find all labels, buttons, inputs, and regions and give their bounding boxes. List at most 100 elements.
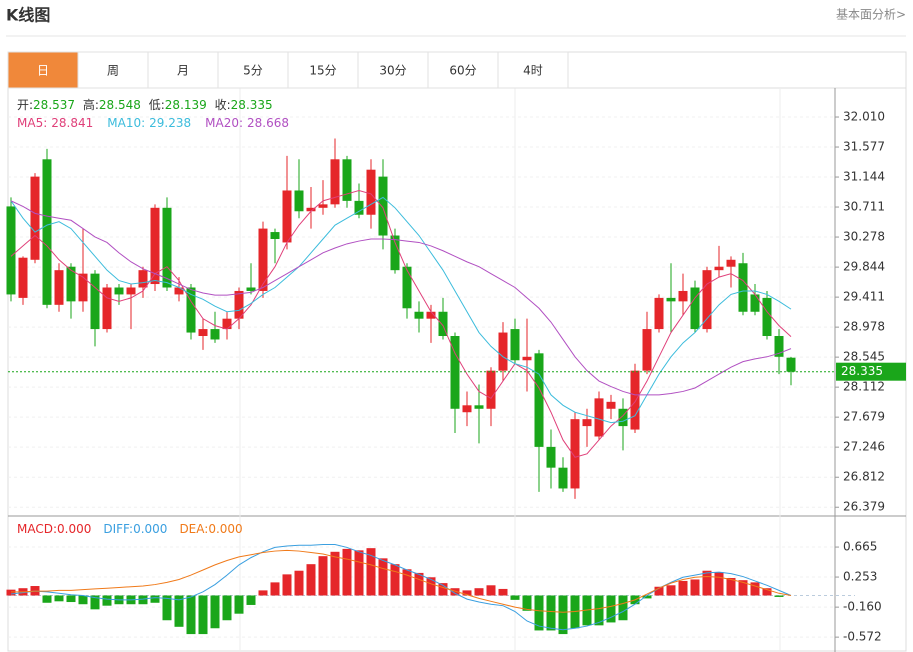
macd-bar	[594, 595, 604, 626]
macd-bar	[750, 582, 760, 596]
tab-label[interactable]: 5分	[243, 64, 263, 78]
fundamental-link[interactable]: 基本面分析>	[836, 8, 906, 22]
macd-bar	[246, 595, 256, 605]
y-tick-label: 26.379	[843, 500, 885, 514]
macd-bar	[366, 548, 376, 596]
macd-bar	[294, 570, 304, 596]
macd-bar	[186, 595, 196, 635]
macd-legend-value: 0.000	[133, 522, 167, 536]
candle-body	[522, 356, 532, 361]
candle-body	[222, 318, 232, 330]
y-tick-label: 29.844	[843, 260, 885, 274]
y-tick-label: 28.545	[843, 350, 885, 364]
candle-body	[282, 190, 292, 243]
macd-bar	[462, 590, 472, 596]
macd-bar	[174, 595, 184, 627]
candle-body	[702, 270, 712, 330]
tab-label[interactable]: 15分	[309, 64, 336, 78]
candle-body	[762, 297, 772, 337]
macd-bar	[654, 586, 664, 596]
tab-label[interactable]: 日	[37, 64, 49, 78]
candle-body	[126, 287, 136, 295]
macd-bar	[162, 595, 172, 621]
candle-body	[174, 287, 184, 295]
candle-body	[786, 357, 796, 372]
candle-body	[186, 287, 196, 333]
candle-body	[714, 266, 724, 271]
candle-body	[318, 204, 328, 208]
macd-bar	[282, 574, 292, 596]
ma-legend: MA5: 28.841 MA10: 29.238 MA20: 28.668	[17, 116, 289, 130]
y-tick-label: 27.679	[843, 410, 885, 424]
y-tick-label: 0.665	[843, 540, 877, 554]
candle-body	[234, 290, 244, 319]
y-tick-label: 31.144	[843, 170, 885, 184]
candle-body	[426, 311, 436, 319]
tab[interactable]	[77, 51, 149, 89]
tab-label[interactable]: 60分	[449, 64, 476, 78]
tab-label[interactable]: 4时	[523, 64, 543, 78]
tab[interactable]	[497, 51, 569, 89]
macd-bar	[774, 595, 784, 597]
candle-body	[534, 353, 544, 447]
macd-bar	[474, 588, 484, 596]
y-tick-label: 30.278	[843, 230, 885, 244]
macd-legend-value: 0.000	[57, 522, 91, 536]
candle-body	[558, 467, 568, 489]
y-tick-label: 29.411	[843, 290, 885, 304]
y-tick-label: 31.577	[843, 140, 885, 154]
candle-body	[198, 329, 208, 337]
macd-bar	[54, 595, 64, 602]
ma-line	[10, 196, 792, 424]
macd-bar	[42, 595, 52, 603]
macd-bar	[486, 585, 496, 596]
macd-bar	[534, 595, 544, 631]
candle-body	[210, 329, 220, 340]
macd-bar	[342, 548, 352, 596]
candle-body	[438, 311, 448, 337]
tab-label[interactable]: 月	[177, 64, 189, 78]
y-tick-label: 26.812	[843, 470, 885, 484]
macd-bar	[318, 556, 328, 596]
macd-bar	[102, 595, 112, 606]
candle-body	[666, 297, 676, 302]
candle-body	[18, 257, 28, 298]
macd-line	[11, 549, 792, 613]
candle-body	[342, 159, 352, 201]
y-tick-label: -0.572	[843, 630, 882, 644]
y-tick-label: 27.246	[843, 440, 885, 454]
macd-bar	[426, 577, 436, 596]
candle-body	[618, 408, 628, 427]
macd-bar	[6, 589, 16, 596]
macd-bar	[510, 595, 520, 600]
macd-bar	[546, 595, 556, 631]
tab-label[interactable]: 30分	[379, 64, 406, 78]
candle-body	[630, 370, 640, 430]
candle-body	[390, 235, 400, 271]
tab[interactable]	[147, 51, 219, 89]
candle-body	[102, 287, 112, 330]
candle-body	[774, 336, 784, 357]
y-tick-label: -0.160	[843, 600, 882, 614]
macd-bar	[354, 550, 364, 596]
macd-legend-name: DEA:	[179, 522, 208, 536]
macd-bar	[222, 595, 232, 621]
close-label: 收:	[215, 98, 231, 112]
ma-line	[10, 200, 792, 396]
open-value: 28.537	[33, 98, 75, 112]
candle-body	[150, 207, 160, 285]
candle-body	[246, 287, 256, 291]
macd-bar	[198, 595, 208, 635]
candle-body	[606, 401, 616, 409]
tab[interactable]	[287, 51, 359, 89]
ma-value: 28.841	[51, 116, 93, 130]
macd-bar	[270, 582, 280, 596]
candle-body	[54, 270, 64, 305]
macd-bar	[498, 588, 508, 596]
ma-name: MA20:	[205, 116, 243, 130]
tab[interactable]	[7, 51, 79, 89]
candle-body	[678, 290, 688, 302]
candle-body	[414, 311, 424, 319]
tab-label[interactable]: 周	[107, 64, 119, 78]
candle-body	[654, 297, 664, 330]
